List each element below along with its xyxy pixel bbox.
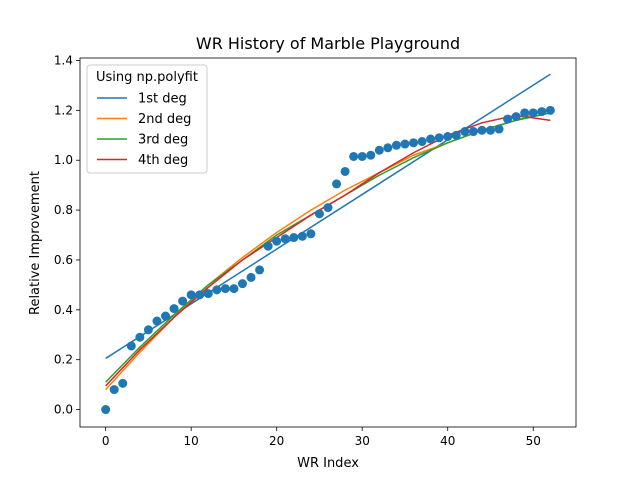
- data-point: [126, 341, 136, 351]
- data-point: [161, 311, 171, 321]
- data-point: [203, 289, 213, 299]
- data-point: [306, 229, 316, 239]
- y-tick-label: 1.4: [54, 53, 73, 67]
- data-point: [485, 125, 495, 135]
- data-point: [528, 108, 538, 118]
- data-point: [195, 290, 205, 300]
- data-point: [323, 203, 333, 213]
- data-point: [212, 285, 222, 295]
- data-point: [255, 265, 265, 275]
- y-tick-label: 0.8: [54, 203, 73, 217]
- data-point: [246, 272, 256, 282]
- x-tick-label: 10: [184, 434, 199, 448]
- legend-title: Using np.polyfit: [96, 70, 198, 85]
- x-tick-label: 40: [440, 434, 455, 448]
- data-point: [477, 125, 487, 135]
- data-point: [178, 296, 188, 306]
- data-point: [220, 284, 230, 294]
- y-tick-label: 0.6: [54, 253, 73, 267]
- y-axis-label: Relative Improvement: [28, 171, 43, 315]
- data-point: [511, 112, 521, 122]
- data-point: [340, 166, 350, 176]
- data-point: [374, 145, 384, 155]
- data-point: [434, 133, 444, 143]
- data-point: [143, 325, 153, 335]
- data-point: [186, 290, 196, 300]
- data-point: [332, 179, 342, 189]
- legend-entry-label: 1st deg: [138, 92, 187, 107]
- x-tick-label: 0: [102, 434, 110, 448]
- data-point: [537, 107, 547, 117]
- data-point: [169, 304, 179, 314]
- data-point: [349, 151, 359, 161]
- data-point: [426, 134, 436, 144]
- legend-entry-label: 3rd deg: [138, 133, 188, 148]
- data-point: [314, 209, 324, 219]
- data-point: [400, 139, 410, 149]
- data-point: [417, 137, 427, 147]
- data-point: [503, 114, 513, 124]
- data-point: [152, 316, 162, 326]
- plot-area: 0 10 20 30 40 50 0.0 0.2 0.4 0.6 0.8 1.0 1.2 1.4 Using…: [54, 53, 577, 448]
- y-tick-label: 0.2: [54, 353, 73, 367]
- x-tick-label: 30: [355, 434, 370, 448]
- legend-box: [86, 64, 208, 174]
- data-point: [545, 105, 555, 115]
- chart-title: WR History of Marble Playground: [196, 34, 460, 53]
- data-point: [272, 236, 282, 246]
- data-point: [460, 127, 470, 137]
- axes-frame: [79, 57, 577, 428]
- x-tick-label: 20: [269, 434, 284, 448]
- data-point: [237, 279, 247, 289]
- data-point: [451, 130, 461, 140]
- data-point: [383, 143, 393, 153]
- legend-entry-label: 4th deg: [138, 153, 188, 168]
- data-point: [263, 241, 273, 251]
- data-point: [289, 233, 299, 243]
- x-axis-label: WR Index: [297, 456, 359, 471]
- y-tick-label: 1.2: [54, 103, 73, 117]
- y-tick-label: 1.0: [54, 153, 73, 167]
- data-point: [468, 127, 478, 137]
- data-point: [101, 405, 111, 415]
- data-point: [109, 385, 119, 395]
- y-tick-label: 0.0: [54, 403, 73, 417]
- data-point: [297, 231, 307, 241]
- y-tick-label: 0.4: [54, 303, 73, 317]
- data-point: [391, 140, 401, 150]
- x-tick-label: 50: [526, 434, 541, 448]
- data-point: [280, 234, 290, 244]
- legend: Using np.polyfit 1st deg 2nd deg 3rd deg 4th…: [86, 64, 208, 174]
- data-point: [494, 124, 504, 134]
- data-point: [135, 332, 145, 342]
- data-point: [409, 138, 419, 148]
- legend-entry-label: 2nd deg: [138, 112, 191, 127]
- data-point: [357, 151, 367, 161]
- data-point: [443, 132, 453, 142]
- data-point: [118, 378, 128, 388]
- data-point: [520, 108, 530, 118]
- data-point: [229, 284, 239, 294]
- data-point: [366, 150, 376, 160]
